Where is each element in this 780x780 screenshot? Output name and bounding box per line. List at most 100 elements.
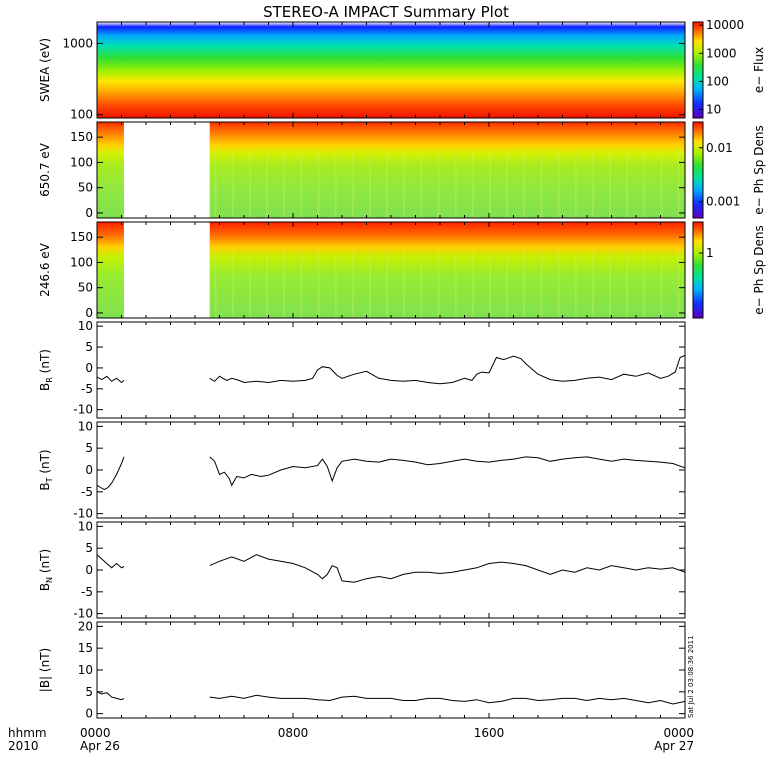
panel-bn-frame bbox=[96, 521, 686, 619]
panel-pad-650-texture-strip bbox=[386, 150, 389, 218]
panel-br-ytick-label: 10 bbox=[78, 319, 93, 333]
panel-bt-series-line-0 bbox=[96, 456, 125, 491]
panel-pad-650-colorbar-tick-label: 0.001 bbox=[706, 195, 740, 209]
panel-pad-246-texture-strip bbox=[334, 250, 337, 318]
panel-bn-ylabel-units: (nT) bbox=[38, 549, 52, 577]
panel-pad-246-texture-strip bbox=[351, 250, 354, 318]
panel-pad-650-colorbar-tick-label: 0.01 bbox=[706, 141, 733, 155]
x-tick-label: 1600 bbox=[474, 726, 505, 740]
panel-pad-650-texture-strip bbox=[334, 150, 337, 218]
panel-pad-650-texture-strip bbox=[317, 150, 320, 218]
panel-pad-650-texture-strip bbox=[214, 150, 217, 218]
panel-pad-650-texture-strip bbox=[454, 150, 457, 218]
panel-pad-650-ylabel: 650.7 eV bbox=[38, 142, 52, 197]
panel-pad-246-texture-strip bbox=[454, 250, 457, 318]
panel-pad-650-texture-strip bbox=[248, 150, 251, 218]
panel-pad-650-texture-strip bbox=[540, 150, 543, 218]
panel-pad-650-ytick-label: 0 bbox=[85, 206, 93, 220]
x-tick-date-label: Apr 26 bbox=[80, 739, 120, 753]
panel-swea-heatmap-field bbox=[97, 22, 685, 118]
panel-bmag-series-line-0 bbox=[96, 691, 125, 701]
panel-pad-650-texture-strip bbox=[300, 150, 303, 218]
panel-pad-246-colorbar bbox=[692, 221, 704, 319]
panel-pad-650-texture-strip bbox=[283, 150, 286, 218]
panel-pad-650-texture-strip bbox=[489, 150, 491, 218]
panel-pad-246-texture-strip bbox=[557, 250, 560, 318]
panel-pad-650-texture-strip bbox=[231, 150, 234, 218]
panel-pad-650-texture-strip bbox=[266, 150, 269, 218]
panel-pad-246-texture-strip bbox=[677, 250, 680, 318]
panel-bn-ylabel-subscript: N bbox=[45, 577, 54, 583]
panel-pad-246-ytick-label: 50 bbox=[78, 281, 93, 295]
panel-pad-246-texture-strip bbox=[283, 250, 286, 318]
panel-bt-ytick-label: 5 bbox=[85, 441, 93, 455]
panel-swea-colorbar-tick-label: 1000 bbox=[706, 46, 737, 60]
panel-pad-650-ytick-label: 150 bbox=[70, 130, 93, 144]
panel-pad-650-texture-strip bbox=[523, 150, 526, 218]
panel-swea-colorbar-tick-label: 100 bbox=[706, 74, 729, 88]
panel-pad-246-texture-strip bbox=[574, 250, 577, 318]
panel-bmag-series-line-1 bbox=[209, 694, 686, 705]
panel-pad-246-texture-strip bbox=[437, 250, 440, 318]
panel-bmag-ylabel: |B| (nT) bbox=[38, 648, 52, 692]
panel-pad-650-texture-strip bbox=[557, 150, 560, 218]
panel-pad-650-texture-strip bbox=[626, 150, 629, 218]
panel-bt-frame bbox=[96, 421, 686, 519]
panel-br-ylabel-subscript: R bbox=[45, 377, 54, 383]
x-tick-label: 0800 bbox=[278, 726, 309, 740]
panel-bn: -10 -5 0 5 10 BN (nT) bbox=[38, 519, 686, 621]
panel-pad-650-texture-strip bbox=[403, 150, 406, 218]
panel-bmag-ytick-label: 5 bbox=[85, 685, 93, 699]
panel-br-ytick-label: -5 bbox=[81, 382, 93, 396]
panel-br-ytick-label: 5 bbox=[85, 340, 93, 354]
panel-pad-650-texture-strip bbox=[471, 150, 474, 218]
panel-pad-650-texture-strip bbox=[368, 150, 371, 218]
panel-pad-246-texture-strip bbox=[609, 250, 612, 318]
panel-bn-ytick-label: 0 bbox=[85, 563, 93, 577]
panel-pad-246-texture-strip bbox=[420, 250, 423, 318]
panel-pad-246: 0 50 100 150 246.6 eV 1 e− Ph Sp Dens bbox=[38, 221, 766, 320]
panel-pad-650-ytick-label: 100 bbox=[70, 155, 93, 169]
panel-bn-ytick-label: -10 bbox=[73, 607, 93, 621]
panel-pad-650-texture-strip bbox=[643, 150, 646, 218]
panel-pad-246-texture-strip bbox=[368, 250, 371, 318]
panel-br: -10 -5 0 5 10 BR (nT) bbox=[38, 319, 686, 419]
x-tick-label: 0000 bbox=[80, 726, 111, 740]
panel-pad-650-texture-strip bbox=[609, 150, 612, 218]
panel-bmag-frame bbox=[96, 621, 686, 719]
panel-pad-246-texture-strip bbox=[626, 250, 629, 318]
panel-br-ytick-label: -10 bbox=[73, 403, 93, 417]
panel-swea-ylabel: SWEA (eV) bbox=[38, 38, 52, 102]
panel-pad-650-data-gap bbox=[123, 122, 210, 218]
x-tick-label: 0000 bbox=[663, 726, 694, 740]
panel-pad-246-texture-strip bbox=[506, 250, 509, 318]
panel-pad-246-data-gap bbox=[123, 222, 210, 318]
panel-bmag-ytick-label: 10 bbox=[78, 663, 93, 677]
panel-swea-colorbar-tick-label: 10 bbox=[706, 103, 721, 117]
panel-pad-246-texture-strip bbox=[231, 250, 234, 318]
panel-bn-ytick-label: -5 bbox=[81, 585, 93, 599]
xaxis-label-hhmm: hhmm bbox=[8, 726, 47, 740]
panel-pad-650-texture-strip bbox=[574, 150, 577, 218]
panel-pad-650-texture-strip bbox=[660, 150, 663, 218]
panel-bt: -10 -5 0 5 10 BT (nT) bbox=[38, 419, 686, 521]
panel-bmag-ytick-label: 0 bbox=[85, 707, 93, 721]
timestamp-label: Sat Jul 2 03:08:36 2011 bbox=[687, 635, 695, 718]
panel-pad-650-texture-strip bbox=[437, 150, 440, 218]
panel-bn-ytick-label: 10 bbox=[78, 519, 93, 533]
panel-swea-ytick-label: 100 bbox=[70, 108, 93, 122]
panel-br-ylabel: BR (nT) bbox=[38, 349, 54, 391]
panel-pad-246-ytick-label: 150 bbox=[70, 230, 93, 244]
panel-pad-246-texture-strip bbox=[317, 250, 320, 318]
panel-bn-ytick-label: 5 bbox=[85, 541, 93, 555]
chart-title: STEREO-A IMPACT Summary Plot bbox=[263, 3, 509, 21]
panel-br-series-line-0 bbox=[96, 375, 125, 384]
panel-bmag-ytick-label: 15 bbox=[78, 641, 93, 655]
panel-pad-650: 0 50 100 150 650.7 eV 0.001 0.01 e− Ph Sp Dens bbox=[38, 121, 766, 220]
panel-br-ylabel-units: (nT) bbox=[38, 349, 52, 377]
panel-pad-246-colorbar-label: e− Ph Sp Dens bbox=[752, 225, 766, 314]
panel-pad-650-texture-strip bbox=[591, 150, 594, 218]
